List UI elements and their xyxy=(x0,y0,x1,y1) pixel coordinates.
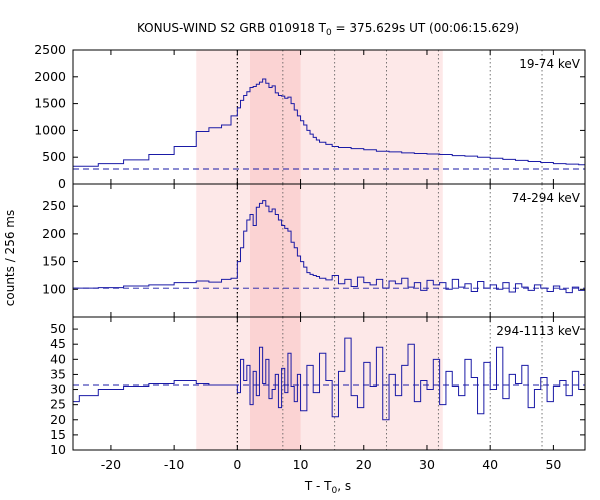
energy-band-label: 19-74 keV xyxy=(519,57,581,71)
y-tick-label: 500 xyxy=(42,149,66,164)
y-tick-label: 250 xyxy=(42,198,66,213)
y-tick-label: 1500 xyxy=(34,96,66,111)
x-tick-label: 30 xyxy=(419,457,435,472)
energy-band-label: 294-1113 keV xyxy=(496,324,580,338)
x-tick-label: 0 xyxy=(233,457,241,472)
y-tick-label: 2500 xyxy=(34,42,66,57)
chart-title: KONUS-WIND S2 GRB 010918 T0 = 375.629s U… xyxy=(137,21,519,38)
x-tick-label: 20 xyxy=(356,457,372,472)
y-tick-label: 100 xyxy=(42,281,66,296)
y-tick-label: 30 xyxy=(50,382,66,397)
x-tick-label: -10 xyxy=(164,457,184,472)
light-curve-series xyxy=(73,78,585,167)
y-tick-label: 40 xyxy=(50,351,66,366)
x-tick-label: 10 xyxy=(293,457,309,472)
y-tick-label: 2000 xyxy=(34,69,66,84)
y-tick-label: 50 xyxy=(50,321,66,336)
x-tick-label: -20 xyxy=(101,457,121,472)
y-tick-label: 20 xyxy=(50,412,66,427)
light-curve-series xyxy=(73,337,586,421)
y-tick-label: 15 xyxy=(50,427,66,442)
y-tick-label: 200 xyxy=(42,226,66,241)
panel-1: 0 500 1000 1500 2000 2500 19-74 keV xyxy=(34,42,586,191)
panel-frame xyxy=(72,316,586,451)
x-axis-title: T - T0, s xyxy=(304,479,351,496)
y-tick-label: 1000 xyxy=(34,122,66,137)
energy-band-label: 74-294 keV xyxy=(512,191,581,205)
y-tick-label: 10 xyxy=(50,442,66,457)
y-axis-title: counts / 256 ms xyxy=(3,210,17,306)
y-tick-label: 25 xyxy=(50,397,66,412)
light-curve-series xyxy=(73,200,586,294)
y-tick-label: 45 xyxy=(50,336,66,351)
y-tick-label: 150 xyxy=(42,254,66,269)
panel-2: 100 150 200 250 74-294 keV xyxy=(42,183,586,318)
y-tick-label: 0 xyxy=(58,176,66,191)
x-tick-label: 50 xyxy=(545,457,561,472)
y-tick-label: 35 xyxy=(50,366,66,381)
x-tick-label: 40 xyxy=(482,457,498,472)
